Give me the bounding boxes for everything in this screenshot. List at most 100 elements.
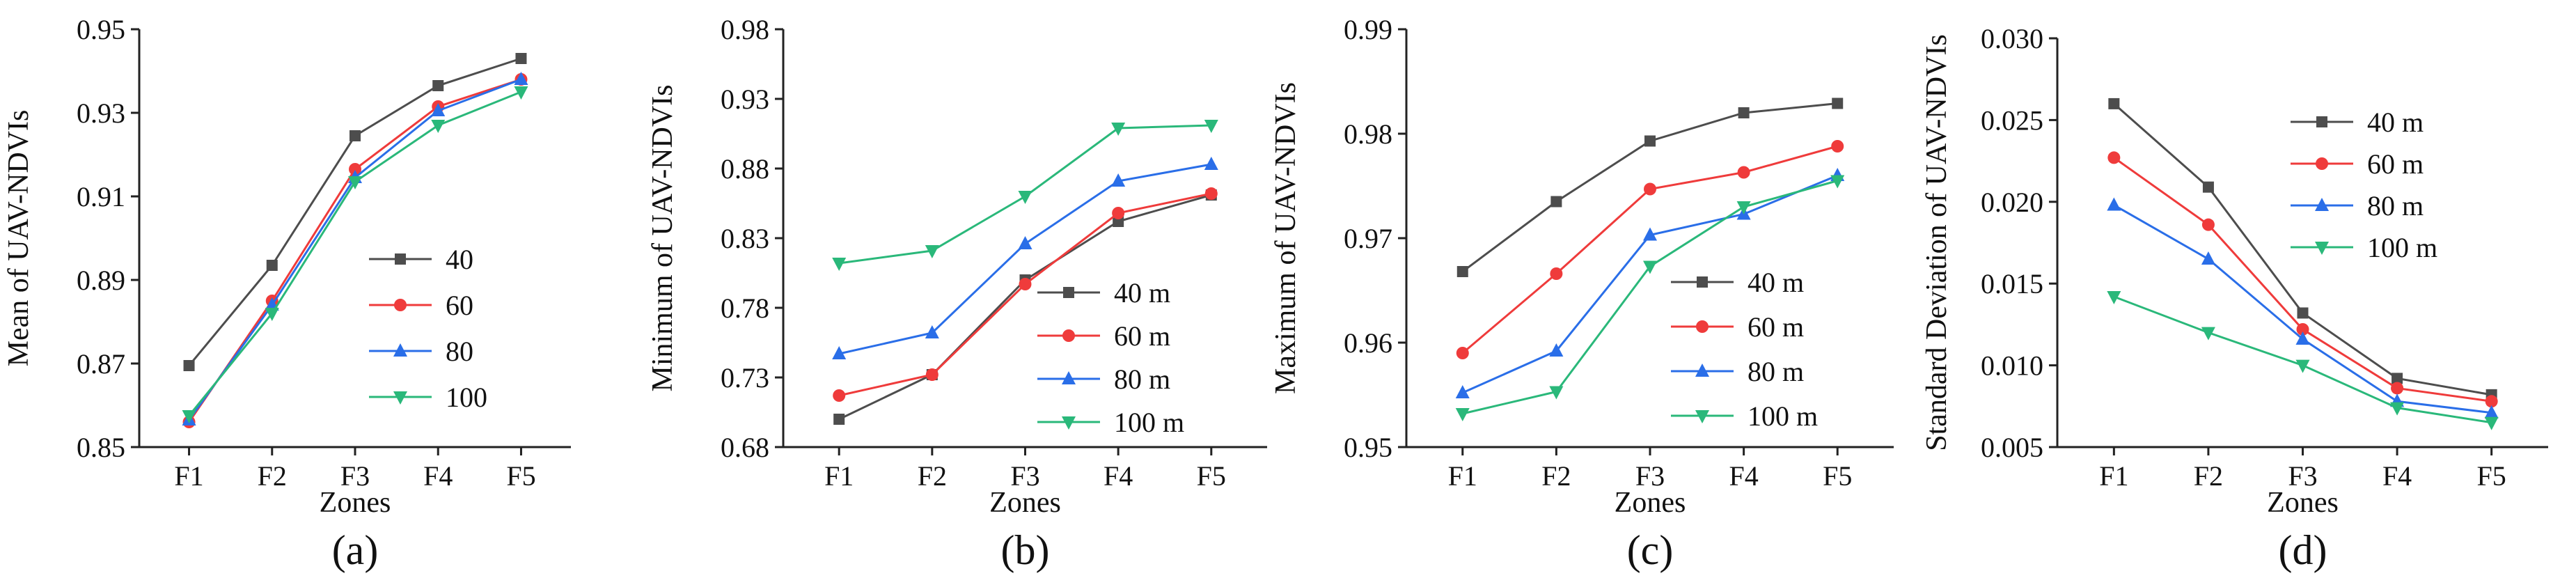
y-tick-label: 0.015 <box>1981 268 2043 299</box>
legend-label: 40 <box>446 244 473 275</box>
y-tick-label: 0.73 <box>721 362 769 393</box>
data-point <box>1204 120 1218 133</box>
data-point <box>515 53 527 64</box>
legend-marker <box>2316 157 2328 170</box>
data-point <box>1204 187 1218 200</box>
data-point <box>1643 260 1657 274</box>
x-axis-title: Zones <box>1615 487 1686 519</box>
data-point <box>432 80 444 91</box>
x-tick-label: F3 <box>1635 460 1665 492</box>
y-tick-label: 0.93 <box>721 84 769 115</box>
legend-marker <box>1063 287 1074 298</box>
x-tick-label: F5 <box>2477 460 2506 492</box>
legend-marker <box>1696 320 1709 333</box>
y-tick-label: 0.97 <box>1344 223 1392 254</box>
legend-label: 80 m <box>1748 356 1804 387</box>
legend-label: 100 m <box>1748 400 1818 432</box>
data-point <box>2107 151 2121 164</box>
data-point <box>1019 278 1032 290</box>
y-tick-label: 0.95 <box>1344 432 1392 463</box>
legend-marker <box>1062 371 1076 384</box>
y-tick-label: 0.88 <box>721 153 769 185</box>
data-point <box>1643 227 1657 241</box>
data-point <box>2297 307 2309 319</box>
legend-label: 60 m <box>2367 148 2424 180</box>
data-point <box>348 176 362 189</box>
data-point <box>2391 382 2404 395</box>
data-point <box>183 360 195 371</box>
data-point <box>1831 140 1844 153</box>
data-point <box>1736 201 1751 214</box>
y-tick-label: 0.030 <box>1981 23 2043 54</box>
data-point <box>1832 97 1844 109</box>
legend-marker <box>393 391 407 405</box>
y-axis-title: Maximum of UAV-NDVIs <box>1270 82 1302 394</box>
x-tick-label: F1 <box>824 460 854 492</box>
chart-panel-4: 0.005 0.010 0.015 0.020 0.025 0.030 F1 F2 F3 F4 F5… <box>1921 23 2548 573</box>
y-tick-label: 0.98 <box>1344 118 1392 150</box>
data-point <box>832 258 847 271</box>
data-point <box>925 368 938 381</box>
data-point <box>2201 218 2215 231</box>
data-point <box>1644 135 1656 147</box>
legend-label: 60 m <box>1114 320 1170 352</box>
x-tick-label: F4 <box>2382 460 2412 492</box>
x-tick-label: F1 <box>174 460 203 492</box>
data-point <box>832 346 847 359</box>
axis-frame <box>2056 38 2548 448</box>
data-point <box>1830 175 1845 189</box>
x-tick-label: F5 <box>1823 460 1852 492</box>
legend-marker <box>2315 242 2329 255</box>
legend-marker <box>1695 364 1709 377</box>
data-point <box>349 163 361 175</box>
data-point <box>514 86 528 100</box>
y-axis-title: Mean of UAV-NDVIs <box>3 110 35 367</box>
legend-marker <box>394 299 407 311</box>
data-point <box>1456 266 1468 277</box>
y-tick-label: 0.99 <box>1344 14 1392 45</box>
legend-marker <box>1062 329 1075 342</box>
data-point <box>1549 343 1564 357</box>
data-point <box>431 103 446 116</box>
axis-frame <box>138 29 571 448</box>
x-axis-title: Zones <box>989 487 1061 519</box>
data-point <box>182 410 196 423</box>
y-tick-label: 0.83 <box>721 223 769 254</box>
data-point <box>2202 181 2214 193</box>
legend-label: 40 m <box>2367 107 2424 138</box>
panel-label: (d) <box>2279 527 2327 573</box>
data-point <box>1112 207 1125 219</box>
x-tick-label: F3 <box>1010 460 1039 492</box>
data-point <box>1018 191 1032 204</box>
data-point <box>1456 347 1469 359</box>
data-point <box>1550 267 1563 280</box>
data-point <box>925 245 939 258</box>
data-point <box>431 120 446 133</box>
x-tick-label: F1 <box>2099 460 2128 492</box>
x-tick-label: F2 <box>258 460 287 492</box>
data-point <box>1644 182 1656 196</box>
data-point <box>2484 416 2499 430</box>
legend-label: 60 m <box>1748 311 1804 343</box>
data-point <box>2392 373 2403 384</box>
x-tick-label: F3 <box>2288 460 2317 492</box>
x-tick-label: F2 <box>2194 460 2223 492</box>
panel-label: (c) <box>1627 527 1674 573</box>
data-point <box>1111 173 1126 187</box>
x-tick-label: F5 <box>1197 460 1226 492</box>
y-tick-label: 0.78 <box>721 292 769 324</box>
data-point <box>1455 408 1470 421</box>
legend-label: 100 m <box>2367 232 2437 263</box>
data-point <box>1455 385 1470 398</box>
y-tick-label: 0.005 <box>1981 432 2043 463</box>
y-tick-label: 0.98 <box>721 14 769 45</box>
data-point <box>2295 331 2310 345</box>
legend-marker <box>395 253 406 265</box>
data-point <box>1737 166 1750 179</box>
data-point <box>2107 290 2121 304</box>
chart-panel-2: 0.68 0.73 0.78 0.83 0.88 0.93 0.98 F1 F2 F3 F4 F5 Zo… <box>647 14 1267 573</box>
data-point <box>833 389 846 402</box>
legend-marker <box>2316 116 2327 127</box>
y-tick-label: 0.87 <box>77 348 125 380</box>
chart-panel-3: 0.95 0.96 0.97 0.98 0.99 F1 F2 F3 F4 F5 Zones Maxim… <box>1270 14 1894 573</box>
